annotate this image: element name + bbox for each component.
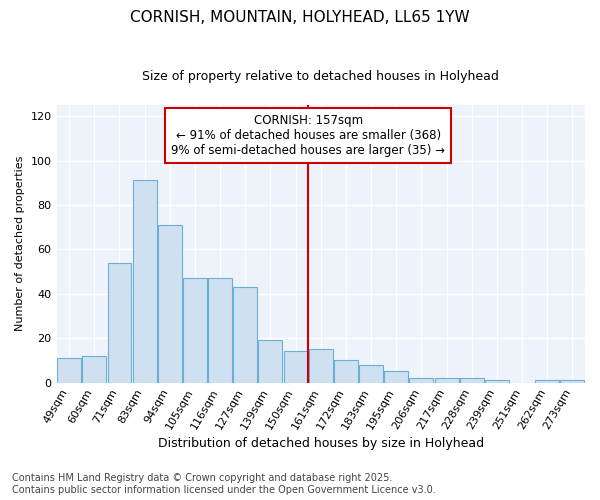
- Bar: [183, 278, 207, 382]
- Bar: [409, 378, 433, 382]
- Bar: [133, 180, 157, 382]
- Bar: [57, 358, 81, 382]
- Bar: [82, 356, 106, 382]
- Bar: [434, 378, 458, 382]
- Y-axis label: Number of detached properties: Number of detached properties: [15, 156, 25, 332]
- Text: CORNISH, MOUNTAIN, HOLYHEAD, LL65 1YW: CORNISH, MOUNTAIN, HOLYHEAD, LL65 1YW: [130, 10, 470, 25]
- Title: Size of property relative to detached houses in Holyhead: Size of property relative to detached ho…: [142, 70, 499, 83]
- Bar: [359, 364, 383, 382]
- Bar: [334, 360, 358, 382]
- Text: Contains HM Land Registry data © Crown copyright and database right 2025.
Contai: Contains HM Land Registry data © Crown c…: [12, 474, 436, 495]
- Text: CORNISH: 157sqm
← 91% of detached houses are smaller (368)
9% of semi-detached h: CORNISH: 157sqm ← 91% of detached houses…: [171, 114, 445, 157]
- Bar: [107, 262, 131, 382]
- Bar: [535, 380, 559, 382]
- Bar: [460, 378, 484, 382]
- Bar: [208, 278, 232, 382]
- Bar: [485, 380, 509, 382]
- Bar: [385, 372, 408, 382]
- Bar: [309, 349, 333, 382]
- X-axis label: Distribution of detached houses by size in Holyhead: Distribution of detached houses by size …: [158, 437, 484, 450]
- Bar: [284, 352, 308, 382]
- Bar: [158, 225, 182, 382]
- Bar: [560, 380, 584, 382]
- Bar: [259, 340, 283, 382]
- Bar: [233, 287, 257, 382]
